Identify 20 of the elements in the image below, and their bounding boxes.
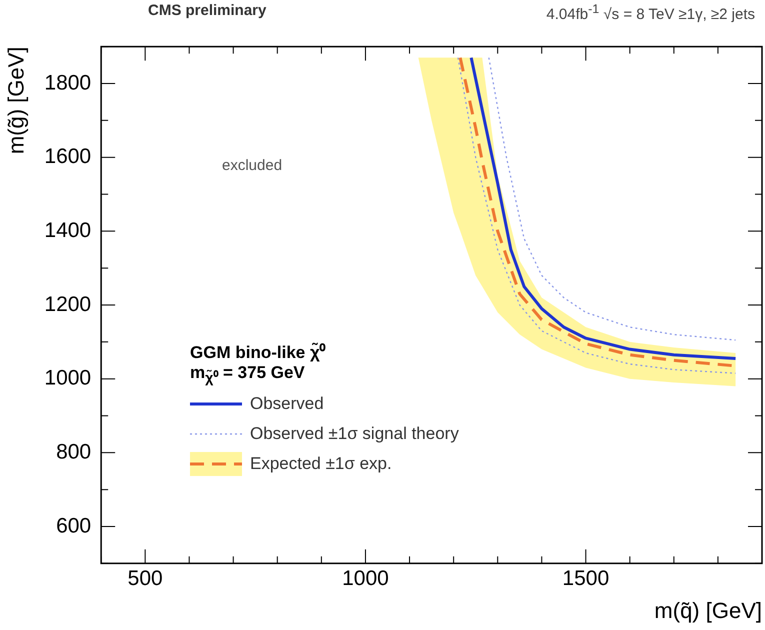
y-tick-label: 1000 (44, 366, 92, 390)
chart-subtitle: 4.04fb$^{-1}$ √s = 8 TeV ≥1γ, ≥2 jets (546, 2, 755, 23)
x-tick-label: 1500 (562, 566, 610, 590)
annotation: excluded (222, 157, 282, 174)
legend-label: Expected ±1σ exp. (250, 454, 392, 474)
y-tick-label: 1600 (44, 145, 92, 168)
legend-label: Observed (250, 394, 324, 414)
chart-title: CMS preliminary (148, 2, 266, 19)
x-axis-title: m(q̃) [GeV] (654, 598, 762, 623)
legend-label: Observed ±1σ signal theory (250, 424, 459, 444)
annotation: m$_{χ̃⁰}$ = 375 GeV (190, 363, 306, 386)
x-tick-label: 1000 (342, 566, 389, 590)
y-tick-label: 1400 (44, 218, 92, 242)
x-tick-label: 500 (128, 566, 163, 590)
y-tick-label: 1800 (44, 71, 92, 94)
y-axis-title: m(g̃) [GeV] (3, 46, 28, 154)
y-tick-label: 800 (56, 440, 92, 464)
y-tick-label: 1200 (44, 292, 92, 316)
y-tick-label: 600 (56, 514, 92, 538)
legend-title: GGM bino-like χ̃⁰ (190, 342, 327, 363)
